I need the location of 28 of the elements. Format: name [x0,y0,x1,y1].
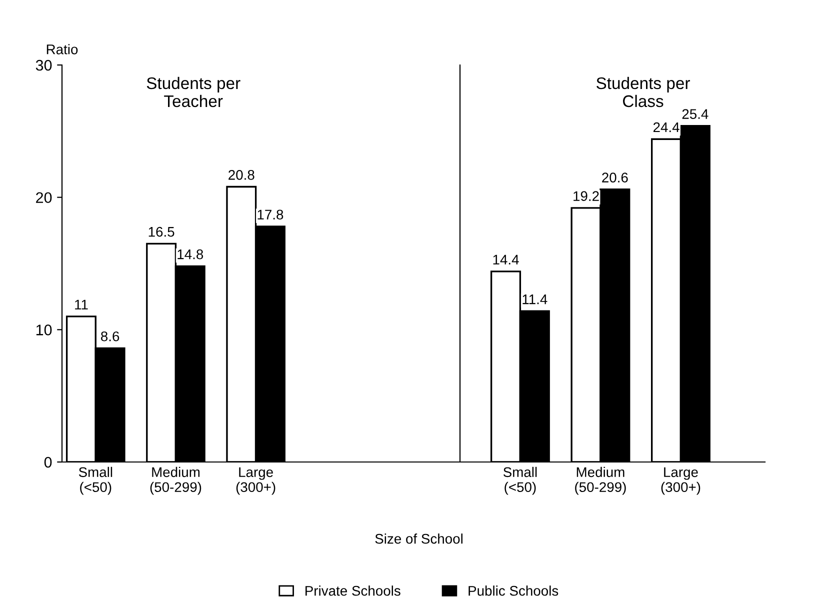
data-label: 8.6 [101,331,120,342]
data-label: 25.4 [682,109,708,119]
data-label: 24.4 [653,122,680,132]
y-tick-label: 20 [36,192,52,204]
data-label: 14.8 [178,249,204,260]
data-label: 20.8 [228,170,254,180]
data-label: 11.4 [522,294,548,304]
x-tick-label: Large (300+) [661,467,700,495]
text: Students per Teacher [146,76,240,108]
y-axis-title: Ratio [46,44,78,54]
data-label: 20.6 [602,172,628,182]
x-tick-label: Small (<50) [78,466,112,495]
data-label: 11 [75,300,88,310]
data-label: 14.4 [493,254,519,264]
legend-label: Public Schools [468,586,558,596]
y-tick-label: 0 [44,456,52,468]
x-tick-label: Large (300+) [236,467,276,495]
x-tick-label: Medium (50-299) [575,466,626,495]
x-tick-label: Medium (50-299) [150,466,202,495]
y-tick-label: 10 [36,324,52,336]
legend-label: Private Schools [306,586,400,596]
data-label: 16.5 [148,226,174,237]
data-label: 19.2 [574,191,599,202]
text: Students per Class [596,76,690,108]
x-axis-title: Size of School [375,534,462,544]
data-label: 17.8 [258,210,284,220]
y-tick-label: 30 [36,60,52,71]
x-tick-label: Small (<50) [503,466,537,495]
